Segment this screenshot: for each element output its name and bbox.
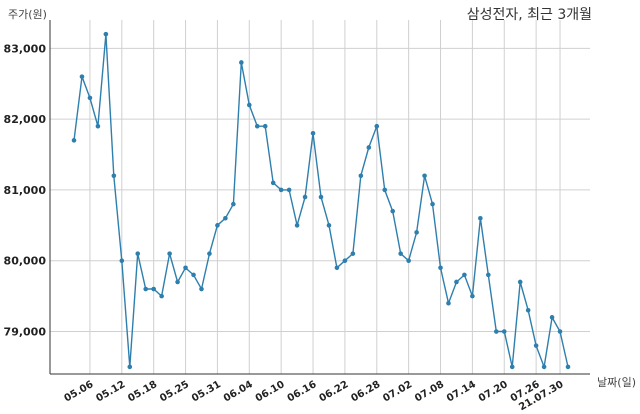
y-tick-label: 80,000 xyxy=(4,255,47,268)
data-point xyxy=(326,223,332,228)
data-point xyxy=(557,329,563,334)
axes xyxy=(49,20,590,375)
data-point xyxy=(294,223,300,228)
data-point xyxy=(533,343,539,348)
data-point xyxy=(565,364,571,370)
x-tick-label: 05.18 xyxy=(126,379,159,404)
data-point xyxy=(151,286,156,292)
data-point xyxy=(414,230,419,235)
data-point xyxy=(103,31,109,37)
data-point xyxy=(119,258,125,264)
data-point xyxy=(398,251,403,256)
y-tick-label: 81,000 xyxy=(4,184,47,197)
x-tick-label: 05.12 xyxy=(94,379,127,404)
x-tick-label: 06.10 xyxy=(254,379,287,404)
data-point xyxy=(406,258,411,264)
data-point xyxy=(71,138,77,143)
y-tick-label: 83,000 xyxy=(4,42,47,55)
data-point xyxy=(525,307,531,313)
data-point xyxy=(302,194,308,200)
data-point xyxy=(438,265,443,271)
data-point xyxy=(286,187,292,193)
data-point xyxy=(462,272,467,278)
y-axis-ticks: 79,000 80,000 81,000 82,000 83,000 xyxy=(4,42,47,338)
data-point xyxy=(207,251,212,256)
data-point xyxy=(87,95,93,101)
x-axis-ticks: 05.0605.1205.1805.2505.3106.0406.1006.16… xyxy=(63,379,566,413)
x-tick-label: 06.28 xyxy=(349,379,382,404)
data-point xyxy=(470,293,475,299)
data-point xyxy=(334,265,340,271)
x-tick-label: 07.20 xyxy=(477,379,510,404)
data-point xyxy=(366,145,372,150)
x-tick-label: 07.02 xyxy=(381,379,414,404)
data-point xyxy=(517,279,523,285)
data-point xyxy=(95,123,101,129)
y-axis-label: 주가(원) xyxy=(8,8,47,21)
data-point xyxy=(430,201,435,207)
y-tick-label: 82,000 xyxy=(4,113,47,126)
data-point xyxy=(493,329,499,334)
data-point xyxy=(143,286,149,292)
price-series xyxy=(71,31,571,370)
data-point xyxy=(223,215,228,221)
data-point xyxy=(270,180,276,186)
data-point xyxy=(127,364,133,370)
data-point xyxy=(382,187,388,193)
data-point xyxy=(175,279,180,285)
data-point xyxy=(358,173,364,179)
data-point xyxy=(350,251,356,256)
x-axis-label: 날짜(일) xyxy=(597,376,636,389)
x-tick-label: 05.25 xyxy=(158,379,191,404)
x-tick-label: 07.14 xyxy=(445,379,478,404)
data-point xyxy=(509,364,515,370)
data-point xyxy=(486,272,491,278)
data-point xyxy=(454,279,459,285)
data-point xyxy=(79,74,85,79)
data-point xyxy=(167,251,172,256)
data-point xyxy=(342,258,348,264)
data-point xyxy=(239,60,244,65)
data-point xyxy=(246,102,252,108)
y-tick-label: 79,000 xyxy=(4,326,47,339)
x-tick-label: 05.06 xyxy=(63,379,96,404)
data-point xyxy=(183,265,188,271)
data-point xyxy=(310,130,316,136)
data-point xyxy=(278,187,284,193)
x-tick-label: 05.31 xyxy=(190,379,223,404)
grid-lines xyxy=(50,20,590,374)
data-point xyxy=(541,364,547,370)
data-point xyxy=(549,315,555,320)
series-line xyxy=(73,34,569,370)
data-point xyxy=(254,123,260,129)
data-point xyxy=(199,286,204,292)
data-point xyxy=(191,272,196,278)
data-point xyxy=(231,201,236,207)
data-point xyxy=(446,300,451,306)
data-point xyxy=(159,293,164,299)
data-point xyxy=(135,251,141,256)
x-tick-label: 06.22 xyxy=(318,379,351,404)
data-point xyxy=(478,215,483,221)
data-point xyxy=(215,223,220,228)
data-point xyxy=(111,173,117,179)
chart-title: 삼성전자, 최근 3개월 xyxy=(466,7,592,23)
x-tick-label: 06.04 xyxy=(222,379,255,404)
data-point xyxy=(374,123,380,129)
data-point xyxy=(262,123,268,129)
data-point xyxy=(501,329,507,334)
data-point xyxy=(422,173,427,179)
x-tick-label: 07.08 xyxy=(413,379,446,404)
data-point xyxy=(318,194,324,200)
x-tick-label: 06.16 xyxy=(286,379,319,404)
data-point xyxy=(390,208,396,214)
